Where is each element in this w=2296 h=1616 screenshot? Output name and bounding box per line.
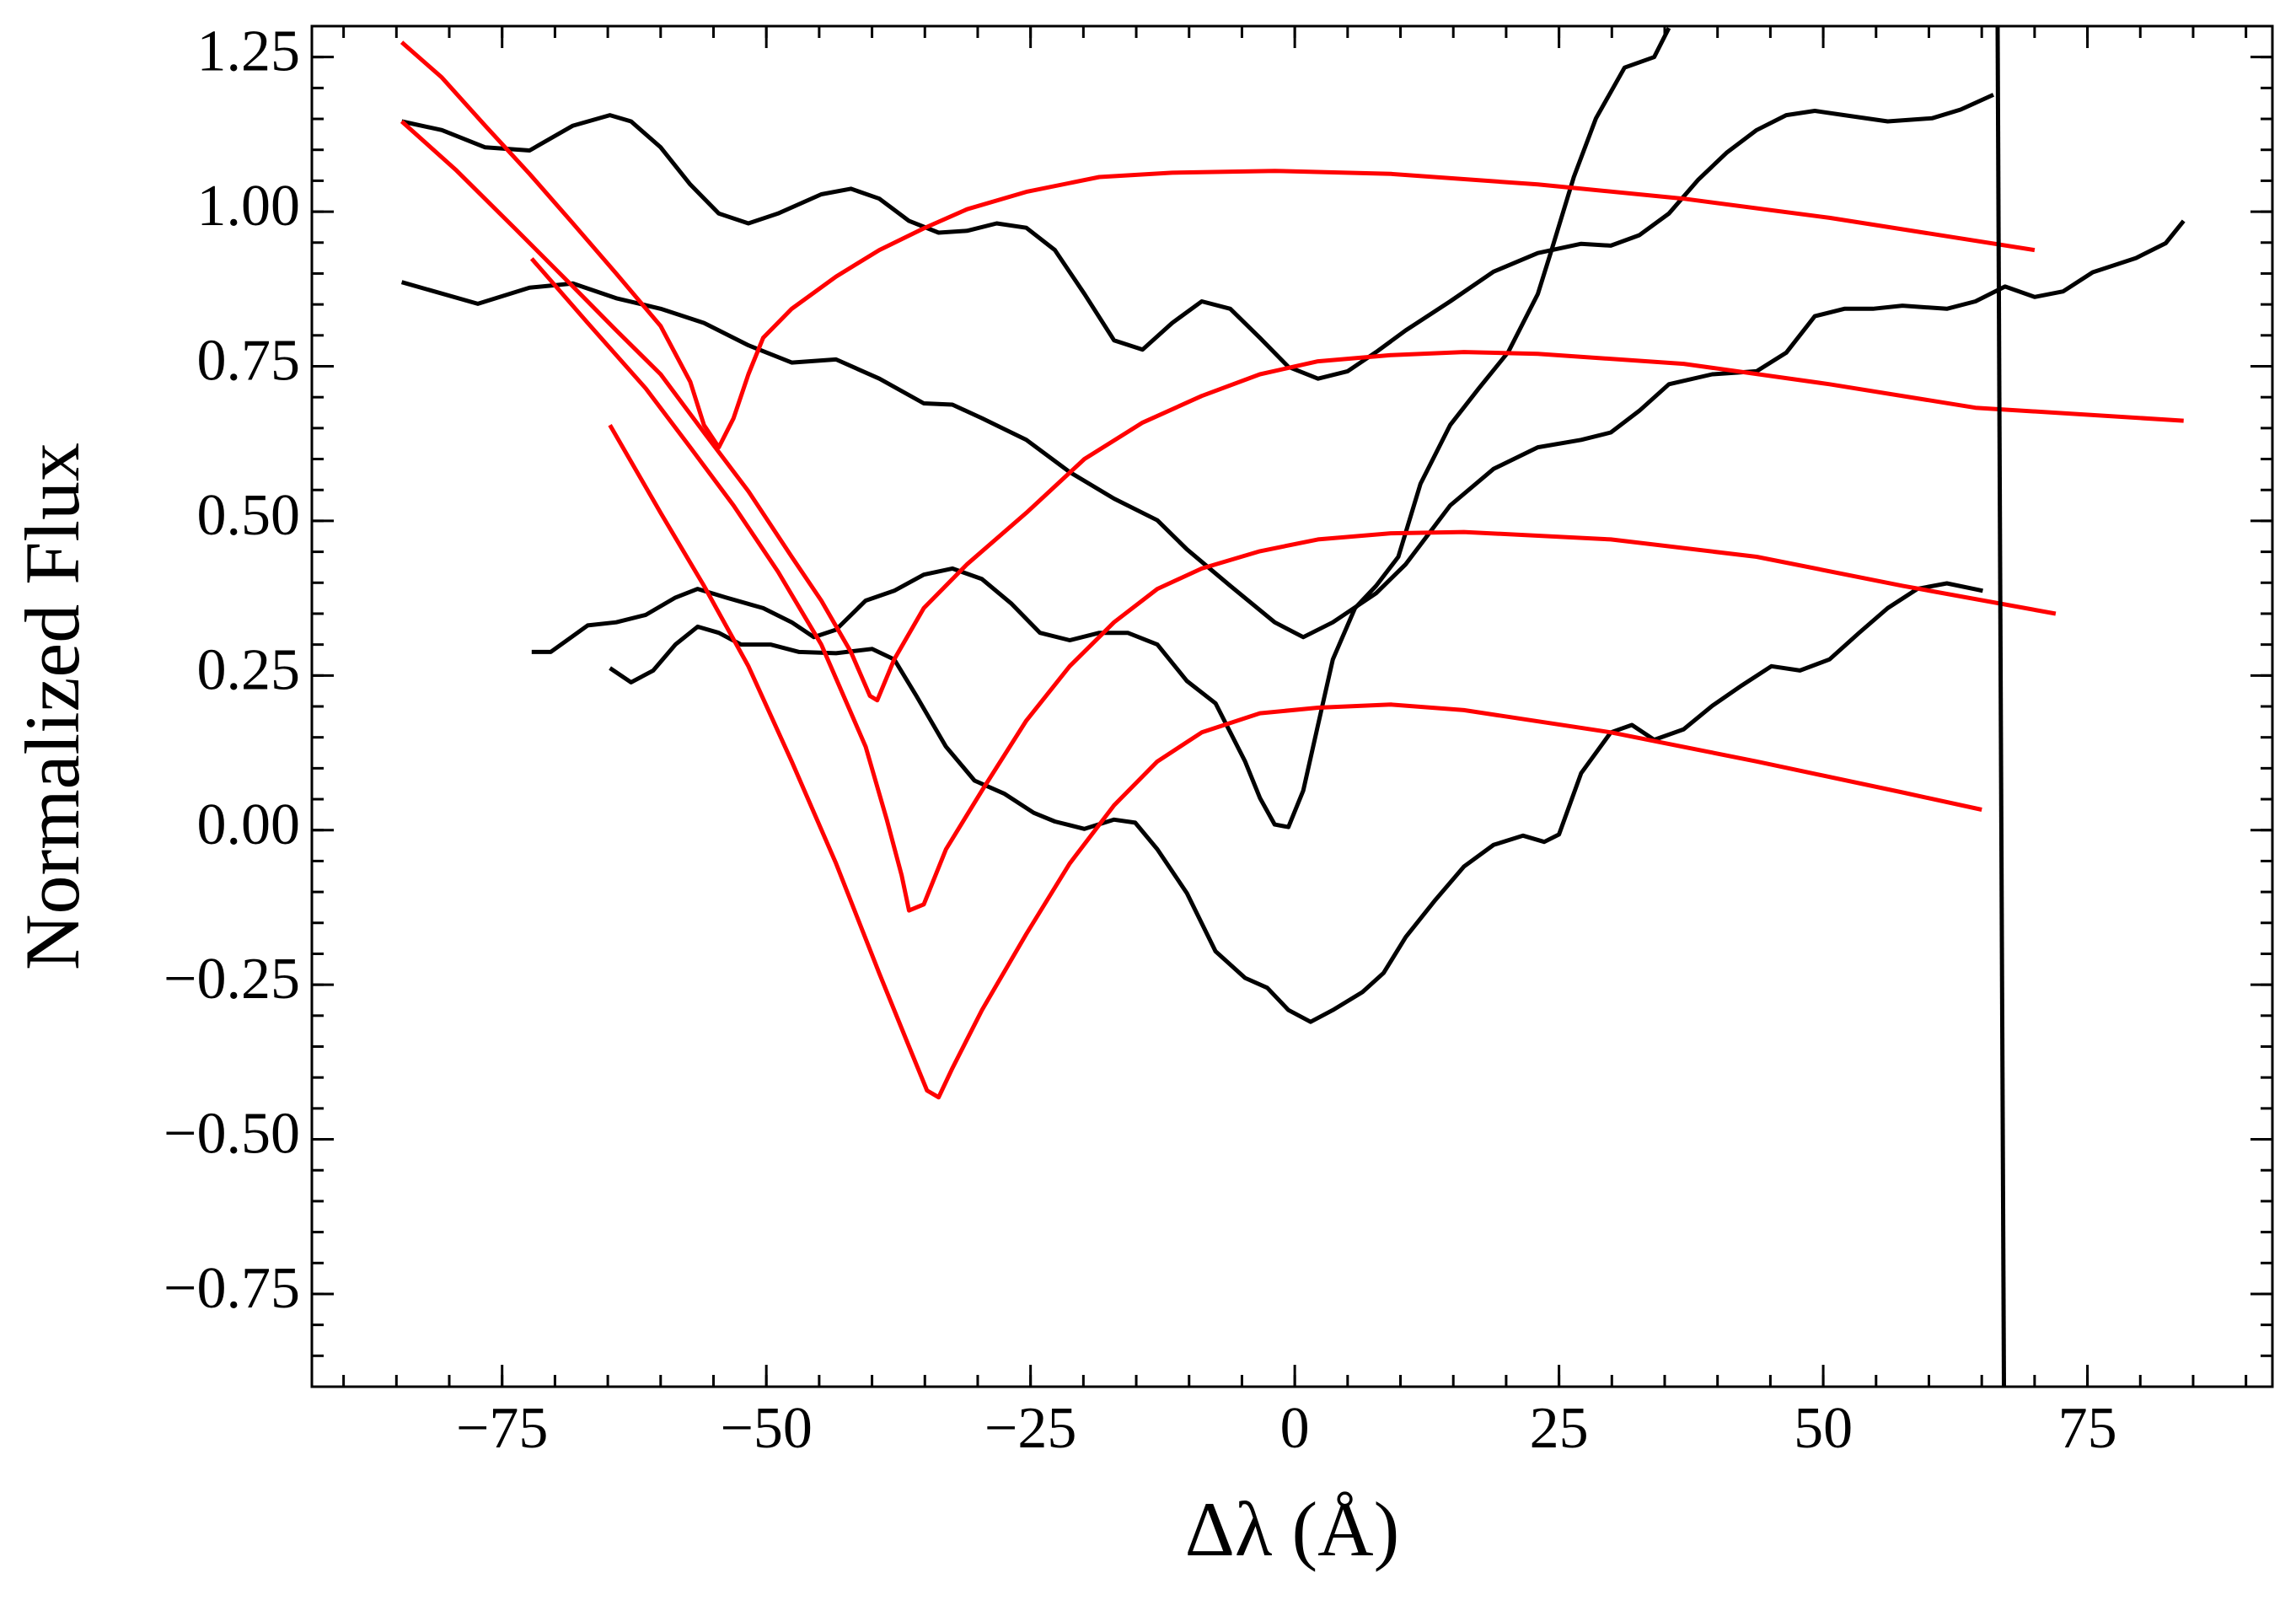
y-tick-label: −0.25 xyxy=(164,947,300,1012)
series-line xyxy=(400,219,2186,640)
series-line xyxy=(400,40,2036,450)
y-tick-label: 0.00 xyxy=(197,792,301,857)
x-tick-label: 0 xyxy=(1280,1396,1310,1461)
y-tick-label: 0.25 xyxy=(197,637,301,702)
series-line xyxy=(531,27,1671,829)
x-tick-label: 50 xyxy=(1794,1396,1853,1461)
x-tick-label: −50 xyxy=(720,1396,812,1461)
x-axis-label: Δλ (Å) xyxy=(1185,1486,1399,1572)
series-line xyxy=(400,120,2184,703)
y-axis-label: Normalized Flux xyxy=(9,443,95,970)
y-tick-label: 0.75 xyxy=(197,329,301,394)
y-tick-label: 0.50 xyxy=(197,483,301,548)
y-tick-label: −0.75 xyxy=(164,1256,300,1321)
plot-frame xyxy=(310,24,2274,1388)
x-tick-label: 75 xyxy=(2058,1396,2117,1461)
series-line xyxy=(529,257,2057,913)
series-line xyxy=(608,423,1982,1100)
x-tick-label: −25 xyxy=(984,1396,1076,1461)
y-tick-label: 1.25 xyxy=(197,19,301,84)
x-tick-label: 25 xyxy=(1530,1396,1589,1461)
series-line xyxy=(401,93,1995,381)
x-tick-label: −75 xyxy=(456,1396,548,1461)
plot-lines xyxy=(400,26,2186,1387)
y-tick-label: 1.00 xyxy=(197,174,301,239)
y-tick-label: −0.50 xyxy=(164,1102,300,1167)
series-line xyxy=(1995,26,2006,1387)
